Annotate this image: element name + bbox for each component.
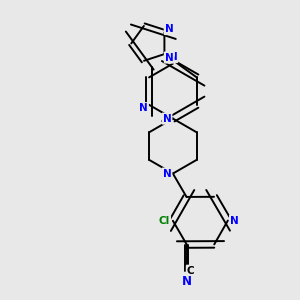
Text: N: N: [182, 275, 192, 288]
Text: N: N: [230, 215, 239, 226]
Text: N: N: [163, 169, 171, 178]
Text: N: N: [165, 24, 173, 34]
Text: C: C: [187, 266, 194, 276]
Text: N: N: [169, 52, 177, 62]
Text: Cl: Cl: [159, 216, 170, 226]
Text: N: N: [139, 103, 148, 113]
Text: N: N: [165, 52, 174, 62]
Text: N: N: [163, 114, 171, 124]
